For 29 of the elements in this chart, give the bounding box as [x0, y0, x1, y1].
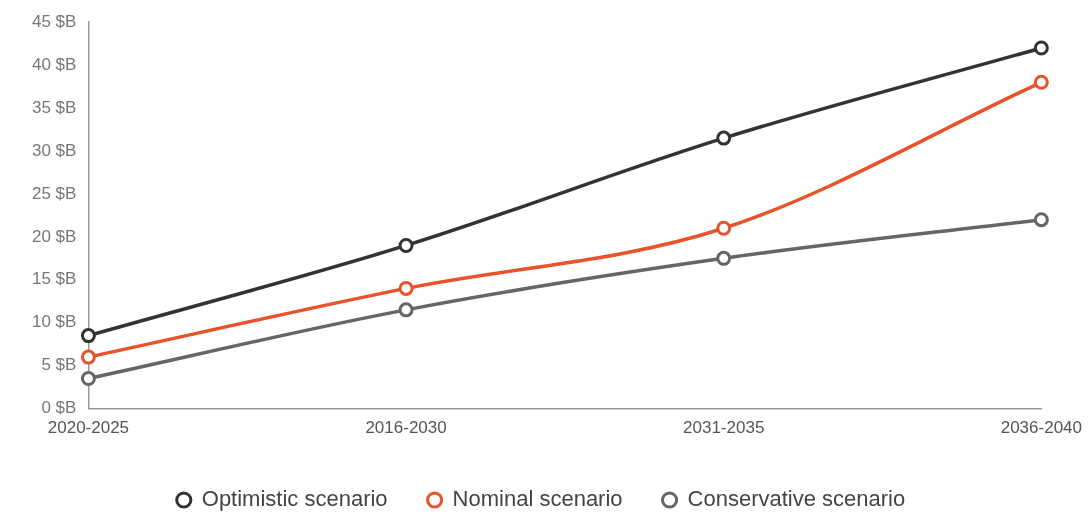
legend-label: Optimistic scenario [201, 486, 388, 512]
y-tick-label: 35 $B [31, 97, 77, 117]
point [716, 130, 732, 146]
point [1033, 74, 1049, 90]
legend-label: Conservative scenario [687, 486, 906, 512]
point [1033, 212, 1049, 228]
y-tick-label: 20 $B [31, 226, 77, 246]
y-tick-label: 45 $B [31, 11, 77, 31]
y-tick-label: 5 $B [41, 355, 77, 375]
x-tick-label: 2020-2025 [47, 418, 130, 438]
point [398, 302, 414, 318]
point [398, 237, 414, 253]
y-tick-label: 15 $B [31, 269, 77, 289]
point [398, 280, 414, 296]
point [80, 371, 96, 387]
point [80, 328, 96, 344]
x-tick-label: 2036-2040 [1000, 418, 1083, 438]
point [1033, 40, 1049, 56]
x-tick-label: 2016-2030 [365, 418, 447, 438]
legend-label: Nominal scenario [452, 486, 623, 512]
y-tick-label: 0 $B [41, 398, 77, 418]
y-tick-label: 30 $B [31, 140, 77, 160]
point [716, 220, 732, 236]
x-tick-label: 2031-2035 [683, 418, 765, 438]
point [80, 349, 96, 365]
y-tick-label: 25 $B [31, 183, 77, 203]
y-tick-label: 40 $B [31, 54, 77, 74]
y-tick-label: 10 $B [31, 312, 77, 332]
point [716, 250, 732, 266]
